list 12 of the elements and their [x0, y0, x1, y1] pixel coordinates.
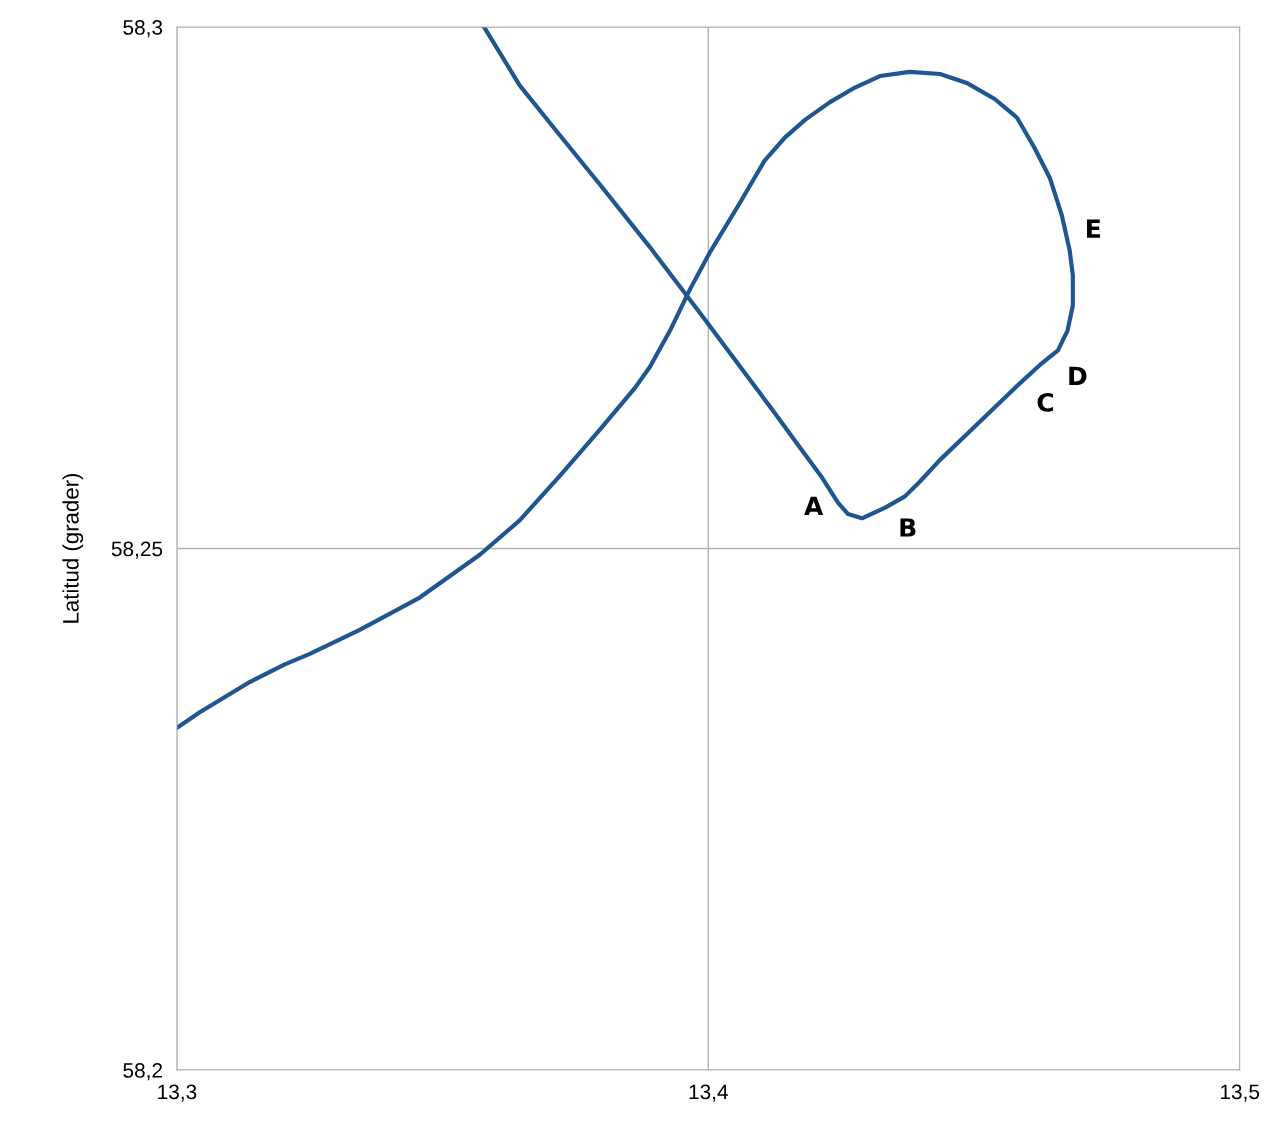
annotation: C	[1037, 392, 1054, 412]
y-tick-label: 58,2	[123, 1063, 162, 1081]
annotation: B	[900, 518, 916, 537]
x-tick-label: 13,5	[1221, 1084, 1260, 1102]
y-tick-label: 58,25	[111, 541, 163, 559]
annotation: E	[1087, 219, 1100, 238]
annotation: A	[804, 496, 824, 516]
x-tick-label: 13,3	[158, 1084, 197, 1102]
y-axis-title: Latitud (grader)	[62, 473, 84, 623]
annotation: D	[1069, 366, 1087, 386]
x-tick-label: 13,4	[689, 1084, 728, 1102]
y-tick-label: 58,3	[123, 20, 163, 38]
